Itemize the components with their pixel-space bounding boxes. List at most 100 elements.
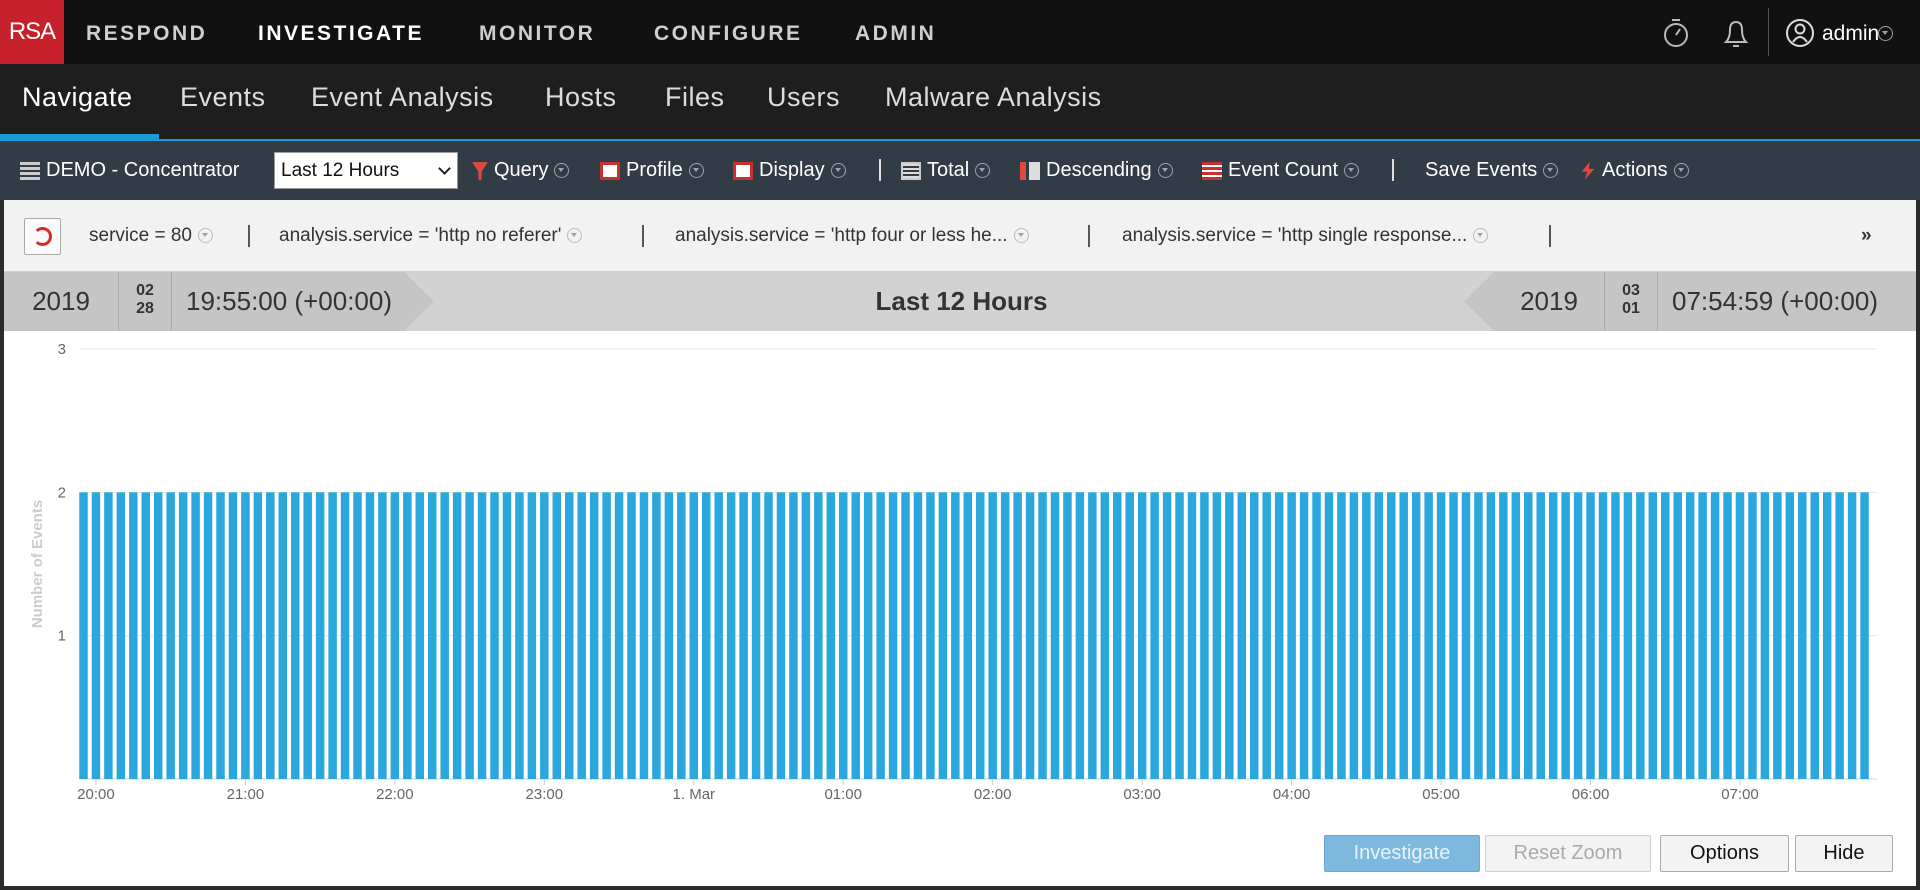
bar — [1200, 492, 1209, 779]
bar — [1013, 492, 1022, 779]
toolbar-item[interactable]: Save Events — [1425, 141, 1559, 200]
toolbar: DEMO - Concentrator Query Profile Displa… — [0, 141, 1920, 200]
bar — [1337, 492, 1346, 779]
bar — [378, 492, 387, 779]
time-select[interactable]: Last 12 Hours — [274, 152, 458, 189]
toolbar-item[interactable]: Actions — [1580, 141, 1689, 200]
end-year: 2019 — [1520, 286, 1578, 316]
separator — [1392, 159, 1394, 181]
bar — [1673, 492, 1682, 779]
bell-icon[interactable] — [1720, 16, 1752, 50]
actions-icon — [1581, 161, 1595, 180]
logo[interactable]: RSA — [0, 0, 64, 64]
bar — [1150, 492, 1159, 779]
options-button[interactable]: Options — [1660, 835, 1789, 872]
bar — [751, 492, 761, 779]
refresh-icon — [33, 227, 52, 246]
tab[interactable]: Navigate — [22, 82, 133, 112]
bar — [403, 492, 412, 779]
y-tick-label: 3 — [58, 341, 66, 358]
more-button[interactable]: » — [1861, 225, 1872, 246]
user-icon[interactable] — [1784, 17, 1816, 49]
bar — [315, 492, 325, 779]
dropdown-icon — [567, 228, 583, 244]
x-tick-label: 02:00 — [974, 786, 1012, 803]
bar — [1748, 492, 1757, 779]
dropdown-icon[interactable] — [1878, 26, 1893, 42]
service-selector[interactable]: DEMO - Concentrator — [20, 141, 239, 200]
investigate-button[interactable]: Investigate — [1324, 835, 1480, 872]
toolbar-item[interactable]: Total — [901, 141, 991, 200]
tab[interactable]: Files — [665, 82, 725, 112]
filter[interactable]: service = 80 — [89, 200, 213, 272]
bar — [490, 492, 499, 779]
bar — [390, 492, 400, 779]
nav-item[interactable]: CONFIGURE — [654, 22, 803, 45]
bar — [1212, 492, 1222, 779]
bar — [1623, 492, 1633, 779]
separator — [879, 159, 881, 181]
bar — [702, 492, 711, 779]
bar — [801, 492, 811, 779]
bar — [1611, 492, 1620, 779]
start-year: 2019 — [32, 286, 90, 316]
bar — [1461, 492, 1471, 779]
stopwatch-icon[interactable] — [1660, 16, 1692, 50]
bar — [901, 492, 910, 779]
tab[interactable]: Users — [767, 82, 841, 112]
tab[interactable]: Events — [180, 82, 266, 112]
end-date: 03 01 — [1604, 272, 1658, 331]
bar — [1822, 492, 1832, 779]
bar — [1798, 492, 1807, 779]
x-tick-label: 1. Mar — [673, 786, 716, 803]
filter[interactable]: analysis.service = 'http four or less he… — [675, 200, 1029, 272]
x-tick-label: 21:00 — [227, 786, 265, 803]
toolbar-item[interactable]: Profile — [600, 141, 704, 200]
bar — [1287, 492, 1296, 779]
bar — [1511, 492, 1521, 779]
hide-button[interactable]: Hide — [1795, 835, 1893, 872]
bar — [1773, 492, 1782, 779]
bar — [1312, 492, 1321, 779]
total-icon — [901, 161, 921, 180]
bar — [577, 492, 586, 779]
divider — [1768, 8, 1769, 56]
bar — [764, 492, 773, 779]
bar — [290, 492, 300, 779]
tab[interactable]: Hosts — [545, 82, 617, 112]
bar — [353, 492, 362, 779]
bar — [1162, 492, 1172, 779]
user-name[interactable]: admin — [1822, 22, 1880, 45]
toolbar-item[interactable]: Display — [733, 141, 846, 200]
separator — [1088, 225, 1090, 247]
label: Total — [927, 159, 970, 181]
bar — [452, 492, 462, 779]
filter[interactable]: analysis.service = 'http single response… — [1122, 200, 1489, 272]
tab[interactable]: Event Analysis — [311, 82, 494, 112]
nav-item[interactable]: MONITOR — [479, 22, 596, 45]
nav-item[interactable]: ADMIN — [855, 22, 937, 45]
nav-item[interactable]: INVESTIGATE — [258, 22, 424, 45]
bar — [1735, 492, 1745, 779]
bar — [951, 492, 960, 779]
bar — [502, 492, 512, 779]
start-month: 02 — [136, 282, 154, 299]
reset-zoom-button[interactable]: Reset Zoom — [1485, 835, 1651, 872]
bar — [1449, 492, 1458, 779]
toolbar-item[interactable]: Query — [472, 141, 570, 200]
service-name: DEMO - Concentrator — [46, 159, 240, 181]
bar — [129, 492, 138, 779]
bar — [241, 492, 250, 779]
dropdown-icon — [554, 163, 570, 179]
x-tick-label: 07:00 — [1721, 786, 1759, 803]
toolbar-item[interactable]: Descending — [1020, 141, 1173, 200]
bar — [1237, 492, 1247, 779]
refresh-button[interactable] — [24, 218, 61, 255]
start-date: 02 28 — [118, 272, 172, 331]
bar — [1424, 492, 1433, 779]
nav-item[interactable]: RESPOND — [86, 22, 208, 45]
tab[interactable]: Malware Analysis — [885, 82, 1102, 112]
filter[interactable]: analysis.service = 'http no referer' — [279, 200, 583, 272]
toolbar-item[interactable]: Event Count — [1202, 141, 1360, 200]
server-icon — [20, 161, 40, 180]
